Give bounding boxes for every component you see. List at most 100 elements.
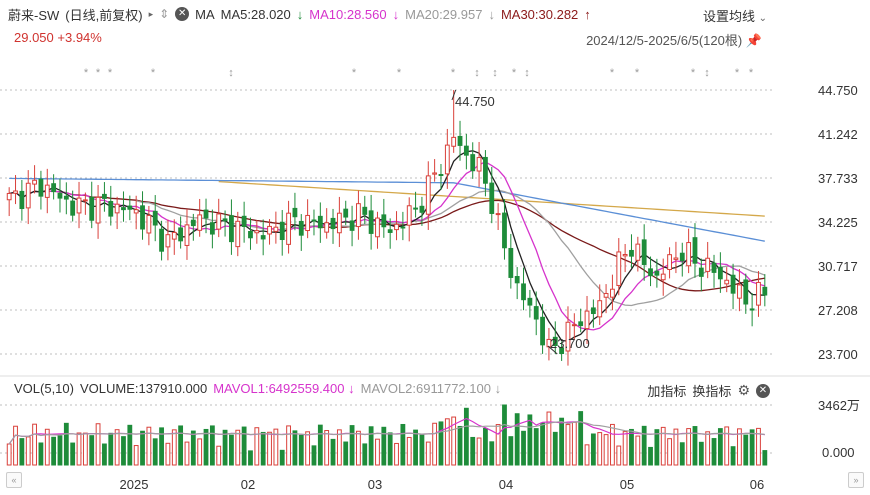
ma20-value: MA20:29.957 [405,6,483,22]
volume-bar-down [590,433,596,466]
volume-bar-down [762,450,768,466]
scroll-left-icon[interactable]: « [6,472,22,488]
event-markers: * * * * ↕ * * * ↕ ↕ * ↕ * * * ↕ * * [84,67,754,79]
volume-bar-down [463,407,469,466]
volume-bar-down [279,449,285,466]
candle-up [324,222,330,233]
volume-bar-up [571,421,577,466]
event-marker-icon: * [84,67,89,79]
candle-down [248,231,253,239]
switch-indicator-button[interactable]: 换指标 [692,384,732,399]
volume-bar-up [686,428,692,466]
candle-up [724,279,730,285]
volume-bars [6,404,768,466]
mavol1: MAVOL1:6492559.400 ↓ [213,381,355,396]
volume-bar-up [406,436,412,466]
candle-up [660,273,666,281]
candle-up [95,196,101,224]
time-tick-label: 06 [750,477,764,492]
candle-up [13,190,18,194]
volume-bar-down [679,442,685,466]
volume-bar-up [133,445,139,466]
volume-bar-down [400,423,406,466]
close-icon[interactable]: ✕ [175,7,190,21]
candle-down [679,252,685,262]
volume-bar-down [368,426,374,466]
event-marker-icon: ↕ [228,67,234,79]
candle-down [730,274,736,294]
volume-bar-up [95,423,101,466]
volume-bar-down [63,422,69,466]
mavol2-text: MAVOL2:6911772.100 [360,381,491,396]
volume-bar-down [559,417,565,466]
ma-settings-button[interactable]: 设置均线 ⌄ [703,6,767,25]
candle-up [375,217,380,238]
volume-bar-down [387,432,393,466]
chart-mode[interactable]: (日线,前复权) [65,7,143,23]
event-marker-icon: * [451,67,456,79]
toggle-icon[interactable]: ⇕ [159,7,170,21]
candle-down [578,321,584,327]
candle-down [152,210,158,226]
candle-down [698,267,704,277]
candle-up [44,184,50,198]
volume-bar-up [451,416,457,466]
candle-up [406,205,412,226]
volume-bar-up [495,424,501,466]
volume-bar-up [356,430,361,466]
volume-bar-down [641,425,647,466]
candle-up [686,242,692,267]
candle-down [540,316,545,346]
close-icon[interactable]: ✕ [756,383,770,398]
candle-up [394,223,399,231]
volume-bar-down [489,441,495,466]
candle-up [425,175,431,215]
candle-up [32,179,37,185]
candle-down [590,307,596,315]
candle-down [241,215,247,227]
candle-down [463,145,469,156]
candle-down [343,208,349,218]
candle-down [159,228,164,252]
candle-down [368,210,374,234]
expand-triangle-icon[interactable]: ▸ [148,8,154,19]
candle-down [483,156,488,184]
ma-label[interactable]: MA [195,6,215,22]
volume-bar-up [635,435,641,466]
candle-up [495,213,501,216]
volume-bar-down [717,428,723,466]
time-tick-label: 02 [241,477,255,492]
volume-bar-up [597,432,603,466]
add-indicator-button[interactable]: 加指标 [647,384,687,399]
candle-up [146,214,152,234]
volume-bar-down [362,443,368,466]
volume-bar-down [229,434,234,466]
volume-bar-down [629,428,634,466]
price-tick-label: 44.750 [818,83,858,98]
vol-label: VOL(5,10) [14,381,74,396]
candle-up [597,300,603,318]
candle-up [286,212,291,245]
price-tick-label: 27.208 [818,303,858,318]
ma10-down-arrow-icon: ↓ [392,6,400,22]
ma20-line [136,189,766,307]
scroll-right-icon[interactable]: » [848,472,864,488]
candle-up [737,284,742,299]
gear-icon[interactable]: ⚙ [737,382,750,398]
volume-bar-up [25,436,31,466]
candle-down [413,207,418,210]
volume-bar-up [165,442,171,466]
candle-down [762,286,768,296]
pin-icon[interactable]: 📌 [745,33,762,48]
candle-down [140,205,145,230]
candle-down [349,220,355,231]
volume-bar-down [89,435,95,466]
candle-down [311,219,317,222]
candle-down [330,217,336,230]
volume-bar-up [76,432,82,466]
chart-header: 蔚来-SW (日线,前复权) ▸ ⇕ ✕ MA MA5:28.020 ↓ MA1… [8,4,591,24]
volume-bar-down [521,430,526,466]
volume-bar-down [527,414,533,466]
candle-down [178,227,184,242]
